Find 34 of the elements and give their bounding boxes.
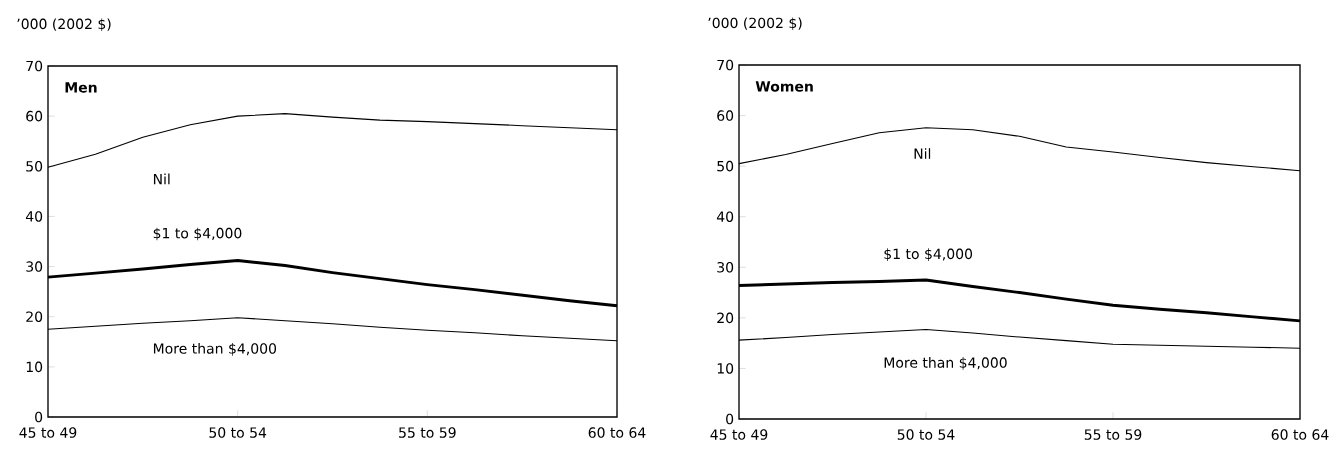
series-label: Nil [914,148,931,159]
y-tick-label: 50 [717,160,734,172]
y-tick-label: 70 [26,60,43,72]
y-tick-label: 50 [26,160,43,172]
x-tick-label: 60 to 64 [1271,429,1329,440]
y-tick-label: 10 [717,363,734,374]
y-tick-label: 40 [716,211,734,223]
text: Nil [153,173,170,185]
x-tick-label: 50 to 54 [897,429,955,440]
y-tick-label: 60 [26,110,43,122]
y-tick-label: 60 [717,110,734,121]
x-tick-label: 50 to 54 [209,427,267,438]
series-label: $1 to $4,000 [153,227,242,241]
text: Men [65,82,97,93]
y-axis-title: ’000 (2002 $) [708,17,802,31]
y-tick-label: 30 [26,261,43,272]
series-label: $1 to $4,000 [884,248,973,261]
x-tick-label: 55 to 59 [1084,429,1142,440]
series-label: More than $4,000 [153,342,277,356]
y-tick-label: 40 [25,211,43,222]
text: Women [755,81,813,92]
y-tick-label: 20 [717,312,734,324]
y-tick-label: 0 [726,413,734,425]
x-tick-label: 60 to 64 [588,427,646,438]
x-tick-label: 45 to 49 [710,429,768,440]
y-tick-label: 0 [35,411,43,423]
series-label: More than $4,000 [884,357,1007,370]
y-tick-label: 20 [26,311,43,322]
y-axis-title: ’000 (2002 $) [17,18,111,32]
x-tick-label: 45 to 49 [19,427,77,438]
y-tick-label: 70 [717,59,734,71]
x-tick-label: 55 to 59 [399,427,456,438]
y-tick-label: 30 [717,261,734,273]
y-tick-label: 10 [26,361,43,373]
